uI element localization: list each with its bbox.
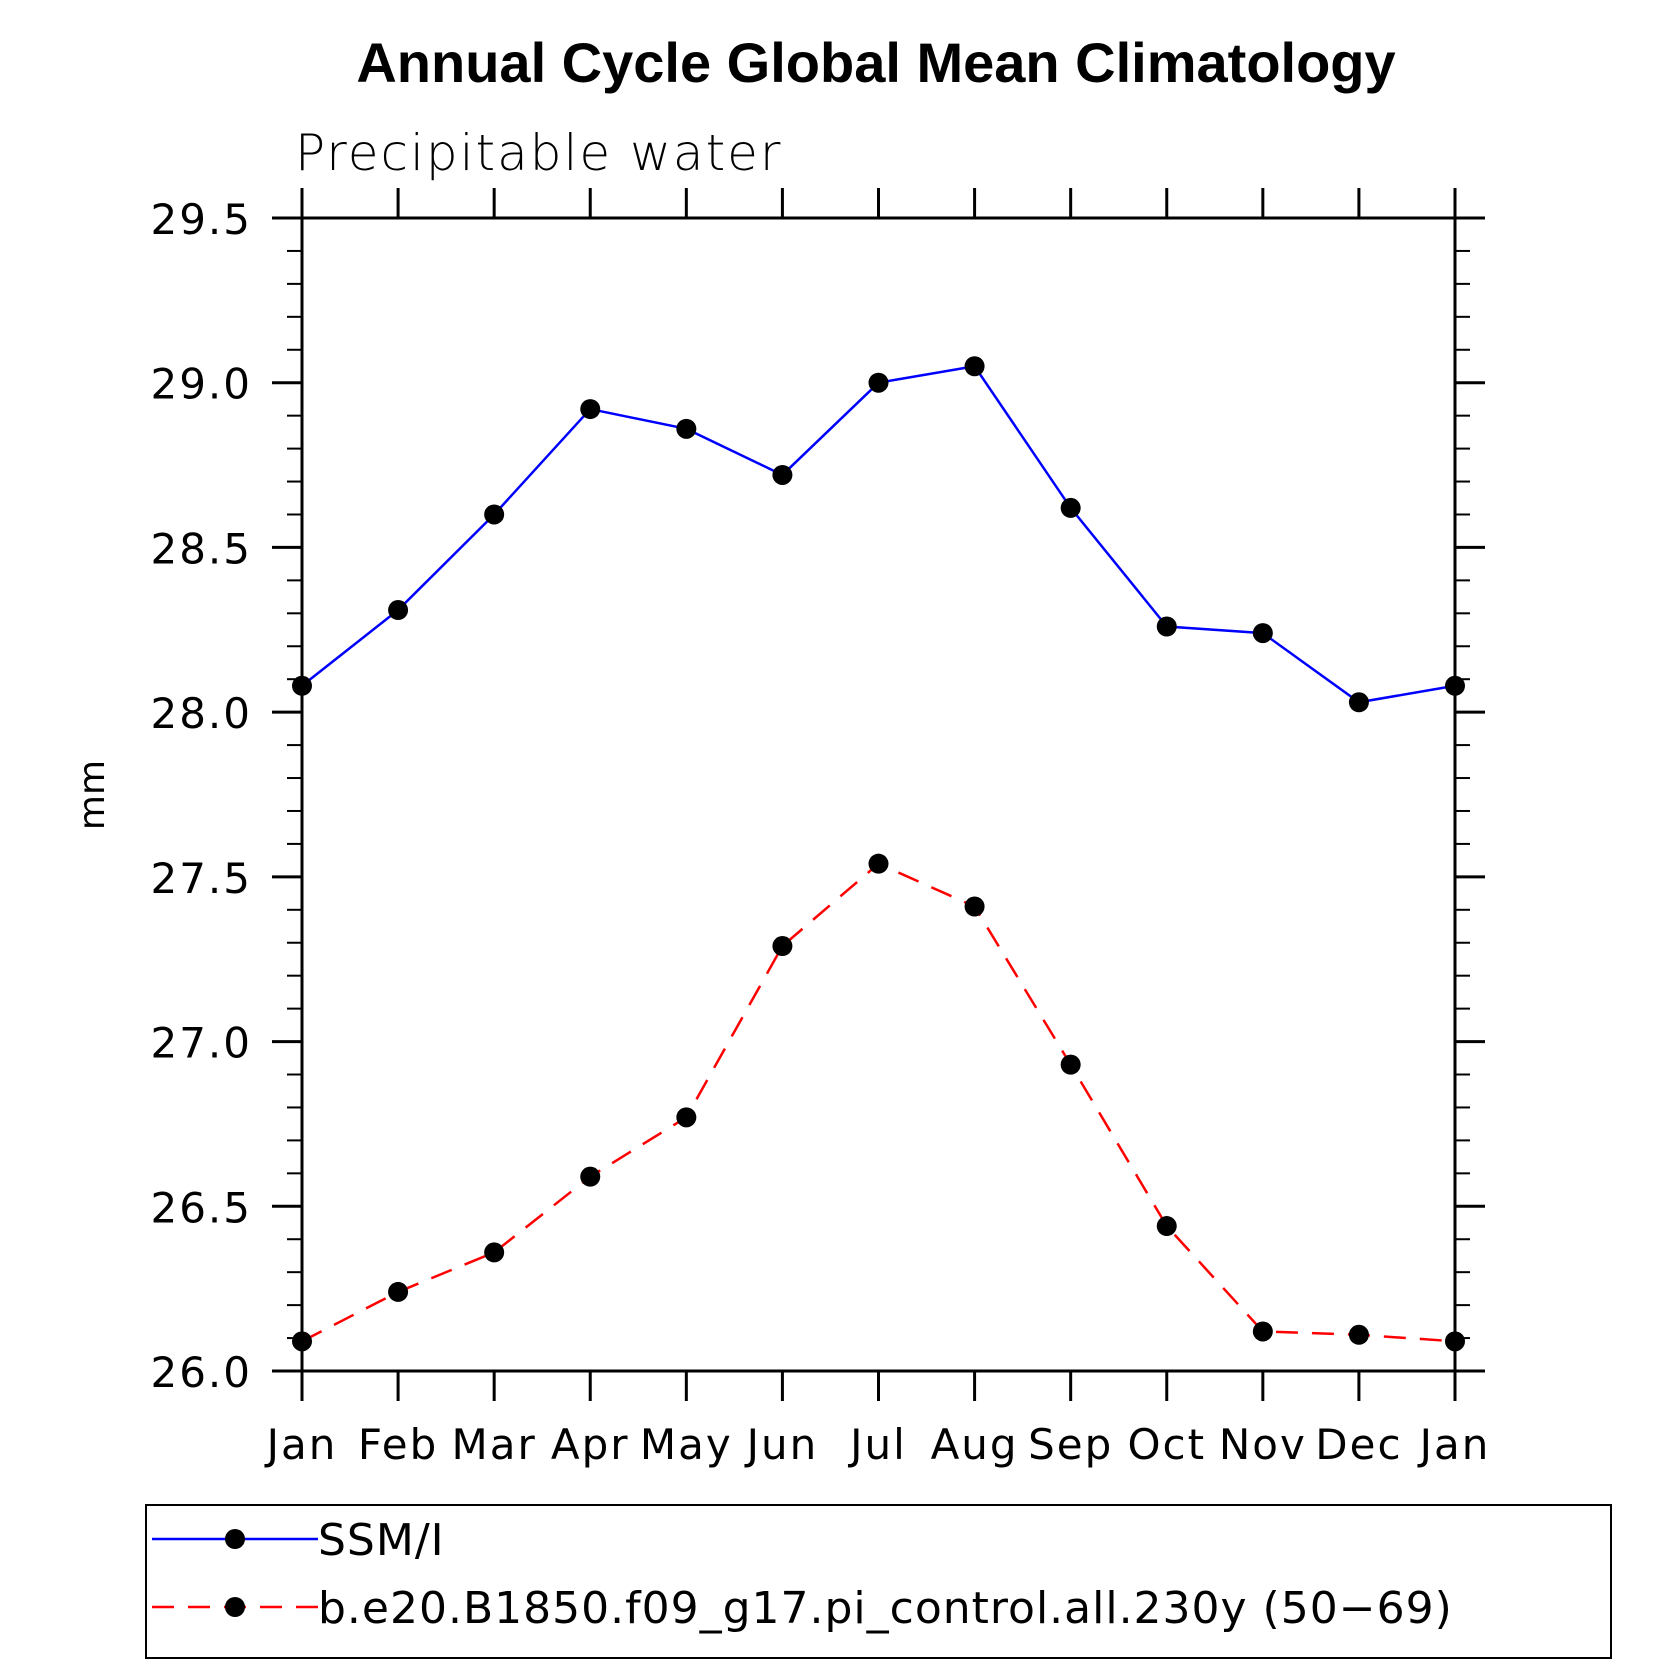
x-tick-label: Jun [744, 1420, 819, 1469]
series-0-point [484, 504, 505, 525]
series-1-point [1348, 1324, 1369, 1345]
x-tick-label: Feb [358, 1420, 438, 1469]
x-tick-label: Aug [931, 1420, 1019, 1469]
series-0-point [1445, 675, 1465, 696]
y-tick-label: 27.0 [150, 1019, 252, 1068]
series-0-point [868, 372, 889, 393]
y-tick-label: 26.0 [150, 1348, 252, 1397]
series-0-point [1060, 497, 1081, 518]
series-1-point [1156, 1216, 1177, 1237]
legend-label-0: SSM/I [318, 1515, 445, 1566]
series-0-point [1252, 623, 1273, 644]
series-1-point [676, 1107, 697, 1128]
series-1-point [772, 936, 793, 957]
series-1-point [1060, 1054, 1081, 1075]
y-tick-label: 29.5 [150, 195, 252, 244]
series-1-point [580, 1166, 601, 1187]
x-tick-label: Jul [847, 1420, 907, 1469]
legend: SSM/I b.e20.B1850.f09_g17.pi_control.all.… [145, 1504, 1612, 1659]
x-tick-label: May [640, 1420, 733, 1469]
series-line-0 [301, 364, 1456, 704]
series-layer [292, 356, 1465, 1352]
y-tick-label: 29.0 [150, 360, 252, 409]
series-1-point [388, 1281, 409, 1302]
y-tick-label: 28.5 [150, 524, 252, 573]
x-tick-label: Jan [264, 1420, 338, 1469]
x-tick-label: Nov [1219, 1420, 1307, 1469]
x-tick-label: Jan [1417, 1420, 1491, 1469]
series-0-point [772, 464, 793, 485]
tick-labels: 26.0 26.5 27.0 27.5 28.0 28.5 29.0 29.5 Jan Feb Ma… [150, 195, 1491, 1469]
x-tick-label: Dec [1315, 1420, 1402, 1469]
series-line-1 [301, 862, 1456, 1343]
series-1-point [868, 853, 889, 874]
x-tick-label: Apr [551, 1420, 630, 1469]
x-tick-label: Sep [1028, 1420, 1113, 1469]
series-1-point [1445, 1331, 1465, 1352]
legend-marker-0 [225, 1529, 245, 1549]
y-tick-label: 26.5 [150, 1183, 252, 1232]
y-axis-label: mm [72, 760, 113, 830]
series-1-point [964, 896, 985, 917]
series-1-point [292, 1331, 312, 1352]
legend-label-1: b.e20.B1850.f09_g17.pi_control.all.230y … [318, 1583, 1453, 1634]
series-0-point [388, 600, 409, 621]
legend-box [145, 1504, 1612, 1659]
series-0-point [292, 675, 312, 696]
series-0-point [1348, 692, 1369, 713]
x-tick-label: Oct [1127, 1420, 1206, 1469]
y-tick-label: 28.0 [150, 689, 252, 738]
x-tick-label: Mar [452, 1420, 537, 1469]
plot-frame [300, 216, 1457, 1373]
series-0-point [1156, 616, 1177, 637]
y-tick-label: 27.5 [150, 854, 252, 903]
chart-title: Annual Cycle Global Mean Climatology [356, 31, 1395, 94]
series-0-point [964, 356, 985, 377]
chart-subtitle: Precipitable water [295, 124, 783, 182]
axis-ticks [272, 188, 1485, 1401]
series-1-point [1252, 1321, 1273, 1342]
series-0-point [580, 399, 601, 420]
series-1-point [484, 1242, 505, 1263]
series-0-point [676, 418, 697, 439]
legend-marker-1 [225, 1597, 245, 1617]
